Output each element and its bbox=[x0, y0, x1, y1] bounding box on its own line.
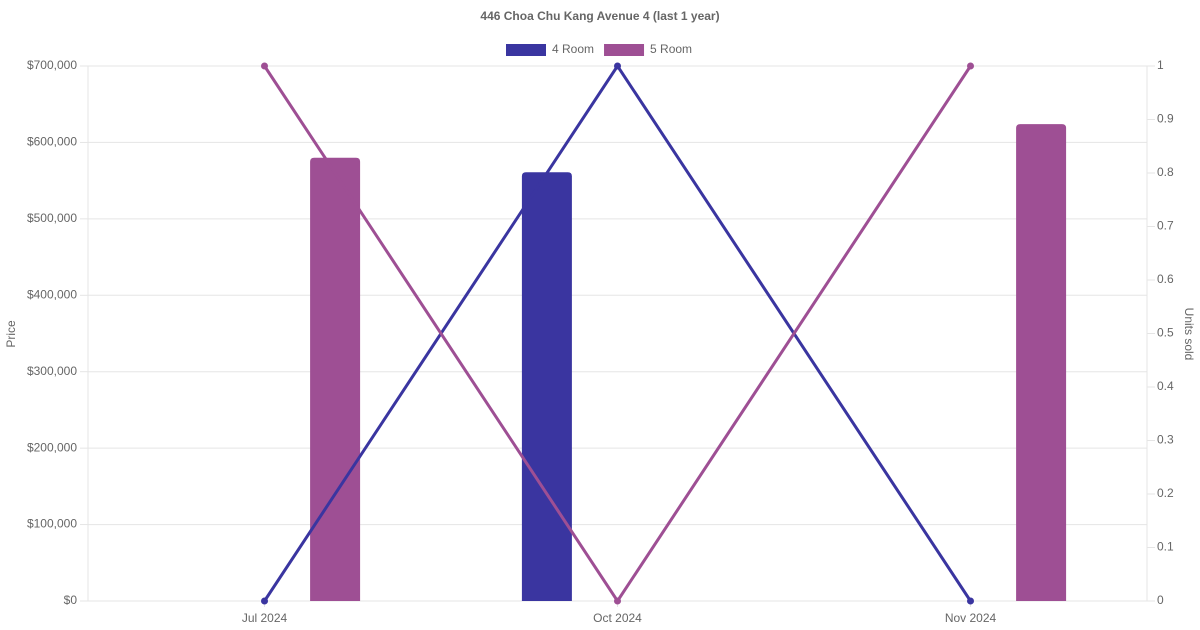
y2-tick-label: 0.2 bbox=[1157, 486, 1174, 500]
y-tick-label: $100,000 bbox=[27, 517, 77, 531]
legend-label: 4 Room bbox=[552, 42, 594, 56]
y-tick-label: $300,000 bbox=[27, 364, 77, 378]
y-tick-label: $600,000 bbox=[27, 135, 77, 149]
y-tick-label: $0 bbox=[64, 593, 78, 607]
y2-tick-label: 0.8 bbox=[1157, 165, 1174, 179]
y2-tick-label: 0 bbox=[1157, 593, 1164, 607]
y2-tick-label: 0.9 bbox=[1157, 112, 1174, 126]
x-tick-label: Nov 2024 bbox=[945, 611, 997, 625]
point bbox=[967, 62, 974, 70]
y2-tick-label: 0.3 bbox=[1157, 433, 1174, 447]
bar bbox=[1016, 124, 1067, 601]
y2-axis-title: Units sold bbox=[1182, 308, 1196, 361]
bar bbox=[310, 157, 361, 601]
line bbox=[263, 63, 972, 602]
bar bbox=[521, 172, 572, 601]
y2-tick-label: 0.7 bbox=[1157, 219, 1174, 233]
point bbox=[614, 597, 621, 605]
y2-tick-label: 0.1 bbox=[1157, 540, 1174, 554]
legend-label: 5 Room bbox=[650, 42, 692, 56]
y-tick-label: $200,000 bbox=[27, 440, 77, 454]
y2-tick-label: 0.5 bbox=[1157, 326, 1174, 340]
legend-swatch bbox=[604, 44, 645, 56]
y-tick-label: $400,000 bbox=[27, 287, 77, 301]
y-tick-label: $700,000 bbox=[27, 58, 77, 72]
y2-tick-label: 1 bbox=[1157, 58, 1164, 72]
y2-tick-label: 0.4 bbox=[1157, 379, 1174, 393]
y-axis-title: Price bbox=[4, 320, 18, 348]
y-tick-label: $500,000 bbox=[27, 211, 77, 225]
line bbox=[263, 65, 972, 604]
x-tick-label: Oct 2024 bbox=[593, 611, 642, 625]
point bbox=[261, 597, 268, 605]
point bbox=[614, 62, 621, 70]
x-tick-label: Jul 2024 bbox=[242, 611, 288, 625]
chart-title: 446 Choa Chu Kang Avenue 4 (last 1 year) bbox=[480, 9, 719, 23]
y2-tick-label: 0.6 bbox=[1157, 272, 1174, 286]
legend-swatch bbox=[506, 44, 546, 56]
point bbox=[967, 597, 974, 605]
point bbox=[261, 62, 268, 70]
